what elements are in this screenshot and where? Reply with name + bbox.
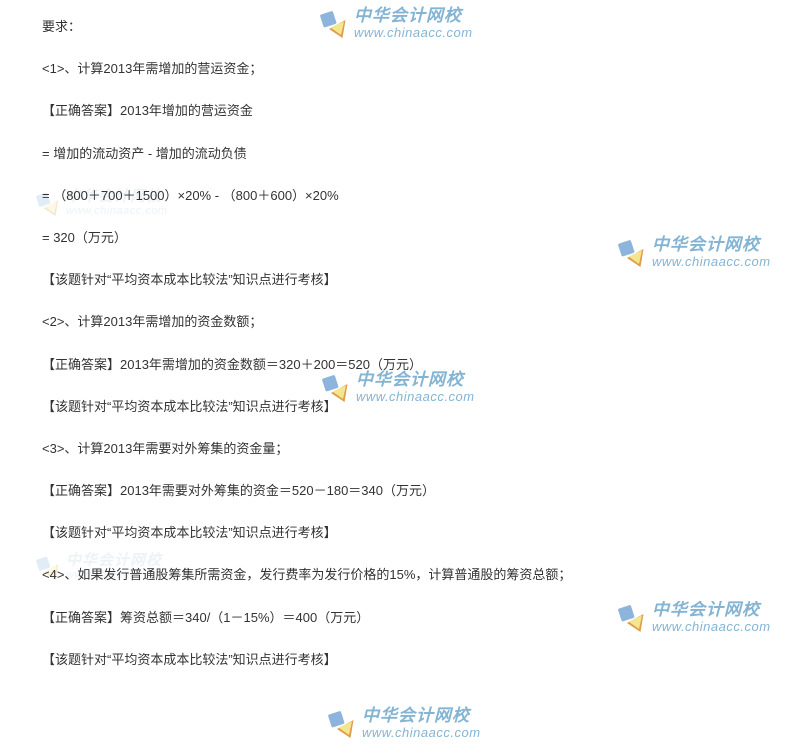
text-line: <2>、计算2013年需增加的资金数额； xyxy=(42,313,806,331)
text-line: 【该题针对“平均资本成本比较法”知识点进行考核】 xyxy=(42,271,806,289)
watermark-brand-cn: 中华会计网校 xyxy=(362,707,481,724)
text-line: <4>、如果发行普通股筹集所需资金，发行费率为发行价格的15%，计算普通股的筹资… xyxy=(42,566,806,584)
text-line: = 320（万元） xyxy=(42,229,806,247)
text-line: 【该题针对“平均资本成本比较法”知识点进行考核】 xyxy=(42,398,806,416)
text-line: 【正确答案】2013年需增加的资金数额＝320＋200＝520（万元） xyxy=(42,356,806,374)
text-line: 【正确答案】2013年增加的营运资金 xyxy=(42,102,806,120)
text-line: 【该题针对“平均资本成本比较法”知识点进行考核】 xyxy=(42,524,806,542)
text-line: <1>、计算2013年需增加的营运资金； xyxy=(42,60,806,78)
watermark-text: 中华会计网校 www.chinaacc.com xyxy=(362,707,481,739)
brand-logo-icon xyxy=(328,706,358,740)
text-line: <3>、计算2013年需要对外筹集的资金量； xyxy=(42,440,806,458)
text-line: = 增加的流动资产 - 增加的流动负债 xyxy=(42,145,806,163)
text-line: 【该题针对“平均资本成本比较法”知识点进行考核】 xyxy=(42,651,806,669)
watermark: 中华会计网校 www.chinaacc.com xyxy=(328,706,481,740)
text-line: 【正确答案】2013年需要对外筹集的资金＝520－180＝340（万元） xyxy=(42,482,806,500)
text-line: = （800＋700＋1500）×20% - （800＋600）×20% xyxy=(42,187,806,205)
text-line: 【正确答案】筹资总额＝340/（1－15%）＝400（万元） xyxy=(42,609,806,627)
watermark-brand-url: www.chinaacc.com xyxy=(362,726,481,739)
document-body: 要求： <1>、计算2013年需增加的营运资金； 【正确答案】2013年增加的营… xyxy=(0,0,806,669)
text-line: 要求： xyxy=(42,18,806,36)
